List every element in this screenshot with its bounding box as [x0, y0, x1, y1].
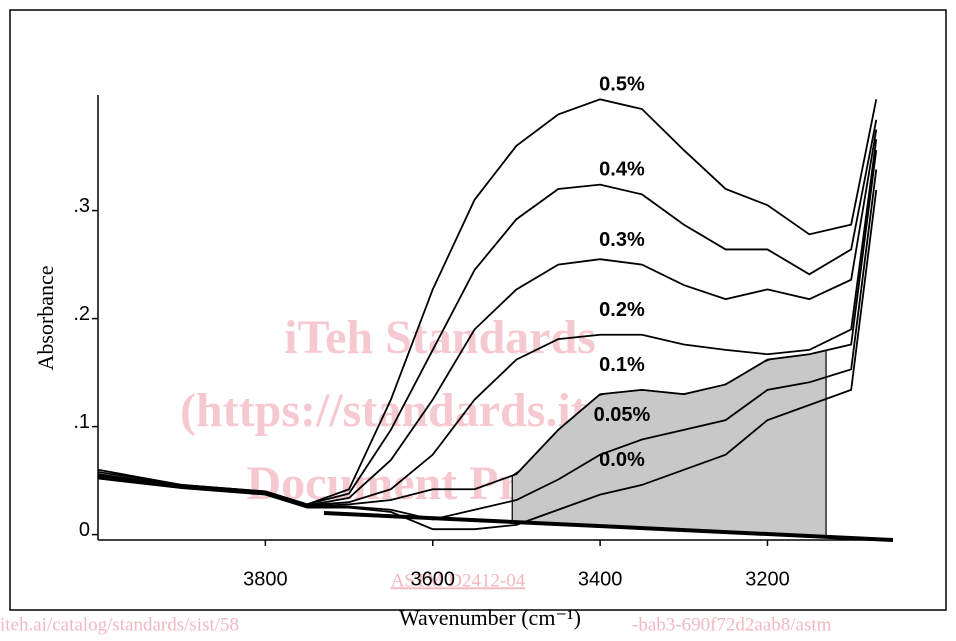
x-tick-label: 3400 — [578, 568, 623, 590]
series-label: 0.0% — [599, 449, 645, 471]
series-label: 0.3% — [599, 229, 645, 251]
x-tick-label: 3600 — [410, 568, 455, 590]
x-axis-label: Wavenumber (cm⁻¹) — [399, 605, 581, 630]
series-label: 0.2% — [599, 299, 645, 321]
series-label: 0.4% — [599, 159, 645, 181]
x-tick-label: 3200 — [745, 568, 790, 590]
series-label: 0.5% — [599, 73, 645, 95]
x-tick-label: 3800 — [243, 568, 288, 590]
y-tick-label: .3 — [73, 195, 90, 217]
y-tick-label: .2 — [73, 303, 90, 325]
spectrum-line — [97, 189, 878, 531]
spectrum-line — [97, 169, 878, 521]
series-label: 0.05% — [594, 404, 651, 426]
series-label: 0.1% — [599, 354, 645, 376]
footer-url: iteh.ai/catalog/standards/sist/58 — [0, 614, 239, 635]
frame — [9, 9, 947, 611]
spectrum-line — [97, 119, 878, 506]
y-tick-label: 0 — [79, 519, 90, 541]
y-tick-label: .1 — [73, 411, 90, 433]
footer-code: ASTM D2412-04 — [391, 570, 526, 591]
footer-url: -bab3-690f72d2aab8/astm — [632, 614, 832, 635]
spectrum-line — [97, 139, 878, 507]
y-axis-label: Absorbance — [33, 265, 58, 370]
baseline — [323, 510, 894, 542]
